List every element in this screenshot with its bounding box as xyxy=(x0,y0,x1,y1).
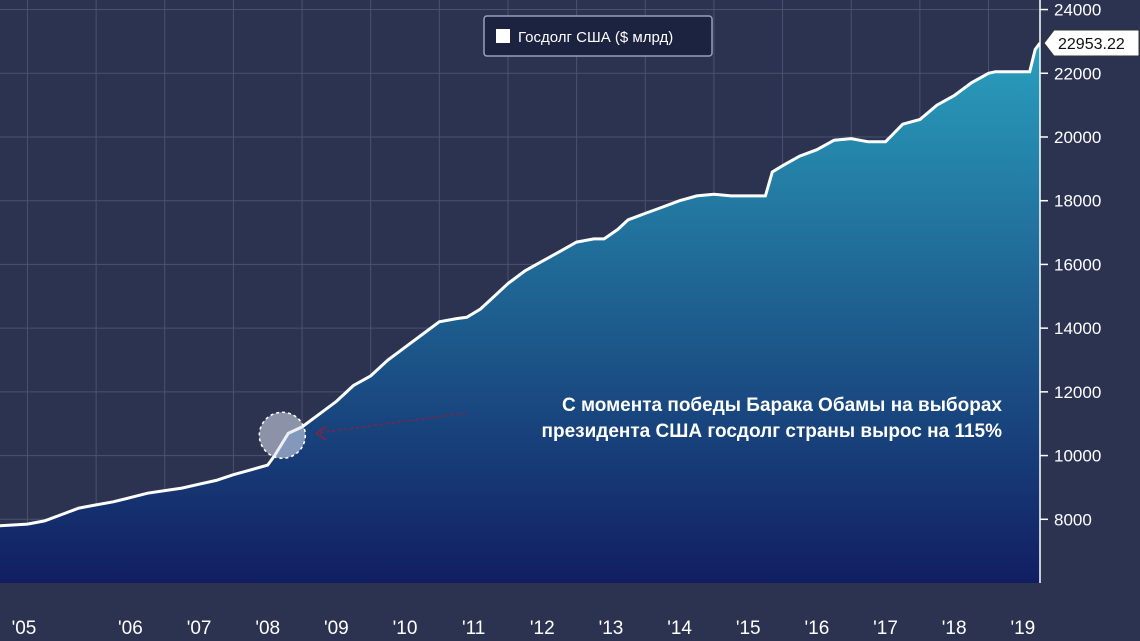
annotation: С момента победы Барака Обамы на выборах… xyxy=(258,395,1003,460)
x-tick-label: '11 xyxy=(462,618,485,639)
last-value-tag: 22953.22 xyxy=(1043,29,1140,57)
y-tick-label: 18000 xyxy=(1054,192,1101,211)
x-tick-label: '09 xyxy=(324,618,349,639)
debt-line xyxy=(0,42,1042,528)
x-tick-label: '10 xyxy=(393,618,418,639)
y-axis-panel xyxy=(1040,0,1140,641)
annotation-arrow xyxy=(316,412,467,435)
y-tick-label: 14000 xyxy=(1054,319,1101,338)
y-tick-label: 22000 xyxy=(1054,64,1101,83)
x-axis-panel xyxy=(0,583,1140,641)
x-tick-label: '17 xyxy=(873,618,898,639)
last-value-label: 22953.22 xyxy=(1058,36,1125,53)
legend-label: Госдолг США ($ млрд) xyxy=(518,29,673,46)
y-tick-label: 24000 xyxy=(1054,1,1101,20)
x-tick-label: '07 xyxy=(187,618,212,639)
x-tick-label: '06 xyxy=(118,618,143,639)
highlight-circle xyxy=(258,411,307,460)
annotation-arrowhead xyxy=(315,425,327,441)
annotation-line-1: С момента победы Барака Обамы на выборах xyxy=(562,395,1002,416)
x-tick-label: '12 xyxy=(530,618,555,639)
legend-box xyxy=(483,15,713,57)
annotation-line-2: президента США госдолг страны вырос на 1… xyxy=(542,421,1003,442)
legend: Госдолг США ($ млрд) xyxy=(483,15,713,57)
x-axis: '05 '06 '07 '08 '09 '10 '11 '12 '13 '14 '15 '16 '17 '… xyxy=(0,583,1140,641)
y-axis: 8000 10000 12000 14000 16000 18000 20000 22000 2… xyxy=(1039,0,1140,641)
x-tick-label: '13 xyxy=(599,618,624,639)
x-tick-label: '18 xyxy=(942,618,967,639)
legend-swatch xyxy=(496,29,510,43)
x-tick-label: '19 xyxy=(1010,618,1035,639)
y-tick-label: 10000 xyxy=(1054,447,1101,466)
x-tick-label: '15 xyxy=(736,618,761,639)
x-tick-label: '08 xyxy=(255,618,280,639)
debt-area xyxy=(0,43,1040,583)
y-tick-label: 20000 xyxy=(1054,128,1101,147)
y-tick-label: 12000 xyxy=(1054,383,1101,402)
last-value-tag-shape xyxy=(1043,29,1140,57)
y-tick-label: 8000 xyxy=(1054,510,1092,529)
x-tick-label: '14 xyxy=(667,618,692,639)
x-tick-label: '05 xyxy=(12,618,37,639)
y-tick-label: 16000 xyxy=(1054,255,1101,274)
x-tick-label: '16 xyxy=(805,618,830,639)
